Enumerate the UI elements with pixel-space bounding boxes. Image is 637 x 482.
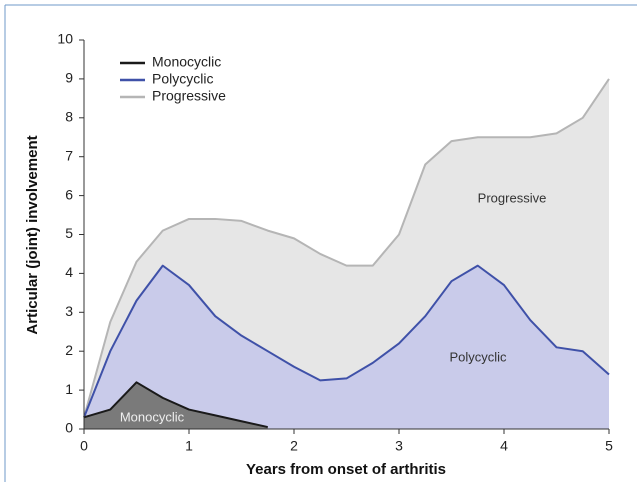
y-tick-label: 2 <box>65 342 73 358</box>
x-tick-label: 0 <box>80 438 88 454</box>
y-tick-label: 5 <box>65 225 73 241</box>
y-tick-label: 9 <box>65 70 73 86</box>
legend-label: Polycyclic <box>152 71 213 87</box>
y-tick-label: 6 <box>65 186 73 202</box>
series-line <box>83 264 610 418</box>
area-annotation: Monocyclic <box>120 409 185 424</box>
x-axis-title: Years from onset of arthritis <box>246 461 446 478</box>
series-line <box>83 381 268 429</box>
y-tick-label: 0 <box>65 420 73 436</box>
y-axis-title: Articular (joint) involvement <box>24 135 41 334</box>
series-line <box>83 78 610 418</box>
y-tick-label: 4 <box>65 264 73 280</box>
y-tick-label: 8 <box>65 109 73 125</box>
y-tick-label: 10 <box>57 31 73 47</box>
x-tick-label: 2 <box>290 438 298 454</box>
area-annotation: Polycyclic <box>449 349 507 364</box>
y-tick-label: 3 <box>65 303 73 319</box>
area-annotation: Progressive <box>478 190 547 205</box>
y-tick-label: 1 <box>65 381 73 397</box>
legend-label: Monocyclic <box>152 54 221 70</box>
x-tick-label: 1 <box>185 438 193 454</box>
area-fill <box>84 265 609 429</box>
legend-label: Progressive <box>152 88 226 104</box>
y-tick-label: 7 <box>65 147 73 163</box>
x-tick-label: 4 <box>500 438 508 454</box>
x-tick-label: 3 <box>395 438 403 454</box>
x-tick-label: 5 <box>605 438 613 454</box>
